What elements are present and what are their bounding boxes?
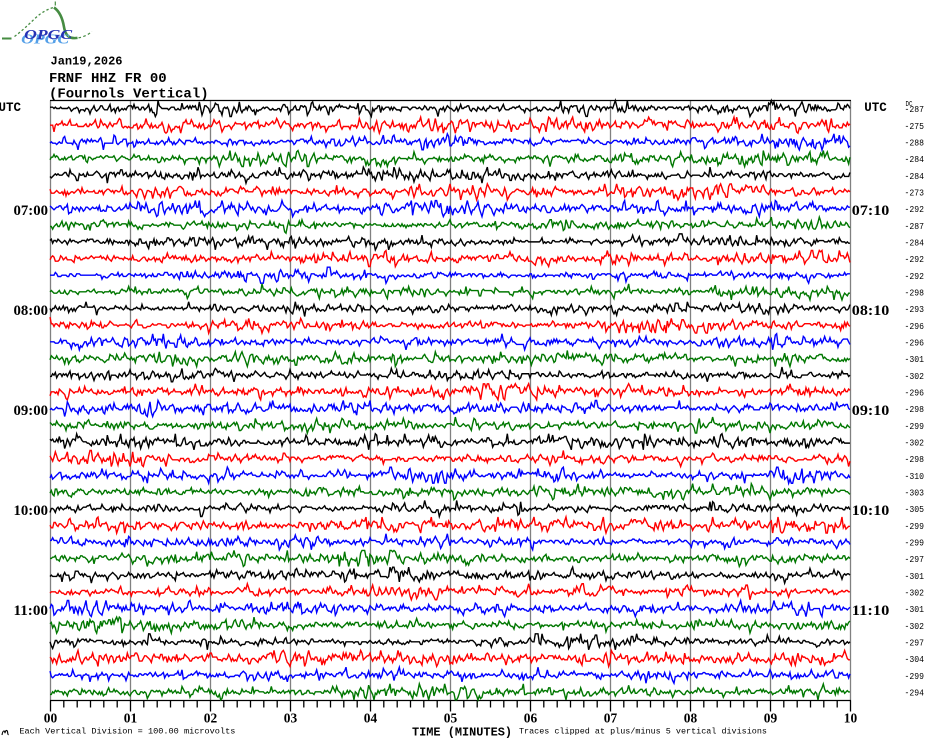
svg-text:-298: -298	[905, 404, 925, 415]
svg-text:09:00: 09:00	[14, 403, 49, 419]
svg-text:-273: -273	[905, 188, 925, 199]
svg-text:-288: -288	[905, 138, 925, 149]
svg-text:-292: -292	[905, 254, 925, 265]
svg-text:Jan19,2026: Jan19,2026	[51, 54, 123, 68]
svg-text:06: 06	[524, 711, 538, 726]
svg-text:-292: -292	[905, 271, 925, 282]
svg-text:-296: -296	[905, 321, 925, 332]
svg-text:07: 07	[604, 711, 618, 726]
svg-text:07:00: 07:00	[14, 203, 49, 219]
svg-text:-284: -284	[905, 238, 925, 249]
svg-text:01: 01	[124, 711, 138, 726]
svg-text:UTC: UTC	[864, 101, 887, 115]
svg-text:DC: DC	[906, 101, 914, 109]
svg-text:-298: -298	[905, 454, 925, 465]
svg-text:-301: -301	[905, 604, 925, 615]
svg-text:TIME (MINUTES): TIME (MINUTES)	[412, 726, 512, 739]
svg-text:11:00: 11:00	[14, 603, 49, 619]
svg-text:10:10: 10:10	[852, 503, 890, 519]
svg-text:-292: -292	[905, 204, 925, 215]
svg-text:-298: -298	[905, 288, 925, 299]
svg-text:-302: -302	[905, 588, 925, 599]
svg-text:-302: -302	[905, 371, 925, 382]
svg-text:-296: -296	[905, 338, 925, 349]
svg-text:Each Vertical Division = 100.: Each Vertical Division = 100.00 microvol…	[19, 727, 235, 737]
svg-text:-297: -297	[905, 638, 925, 649]
svg-text:03: 03	[284, 711, 298, 726]
svg-text:-304: -304	[905, 654, 925, 665]
svg-text:-284: -284	[905, 171, 925, 182]
svg-text:-294: -294	[905, 688, 925, 699]
svg-text:07:10: 07:10	[852, 203, 890, 219]
svg-text:-301: -301	[905, 354, 925, 365]
svg-text:-284: -284	[905, 154, 925, 165]
svg-text:-293: -293	[905, 304, 925, 315]
svg-text:-303: -303	[905, 488, 925, 499]
svg-text:-297: -297	[905, 554, 925, 565]
svg-text:11:10: 11:10	[852, 603, 890, 619]
svg-text:-299: -299	[905, 671, 925, 682]
svg-text:10: 10	[844, 711, 858, 726]
svg-text:04: 04	[364, 711, 378, 726]
svg-text:-287: -287	[905, 221, 925, 232]
svg-text:09: 09	[764, 711, 778, 726]
svg-text:-296: -296	[905, 388, 925, 399]
svg-text:05: 05	[444, 711, 458, 726]
svg-text:UTC: UTC	[0, 101, 22, 115]
svg-text:00: 00	[44, 711, 58, 726]
svg-text:02: 02	[204, 711, 218, 726]
svg-text:-302: -302	[905, 621, 925, 632]
svg-text:-287: -287	[905, 104, 925, 115]
svg-text:FRNF HHZ FR 00: FRNF HHZ FR 00	[49, 71, 167, 87]
svg-text:08: 08	[684, 711, 698, 726]
svg-text:-301: -301	[905, 571, 925, 582]
svg-text:-275: -275	[905, 121, 925, 132]
svg-text:09:10: 09:10	[852, 403, 890, 419]
svg-text:(Fournols Vertical): (Fournols Vertical)	[49, 87, 209, 103]
svg-text:OPGC: OPGC	[21, 32, 70, 47]
svg-text:-299: -299	[905, 521, 925, 532]
svg-text:-305: -305	[905, 504, 925, 515]
svg-text:-299: -299	[905, 538, 925, 549]
svg-text:-299: -299	[905, 421, 925, 432]
svg-text:10:00: 10:00	[14, 503, 49, 519]
svg-text:OPGC: OPGC	[24, 28, 73, 43]
svg-text:-302: -302	[905, 438, 925, 449]
svg-text:Traces clipped at plus/minus 5: Traces clipped at plus/minus 5 vertical …	[519, 727, 767, 737]
svg-text:08:00: 08:00	[14, 303, 49, 319]
svg-text:08:10: 08:10	[852, 303, 890, 319]
svg-text:-310: -310	[905, 471, 925, 482]
